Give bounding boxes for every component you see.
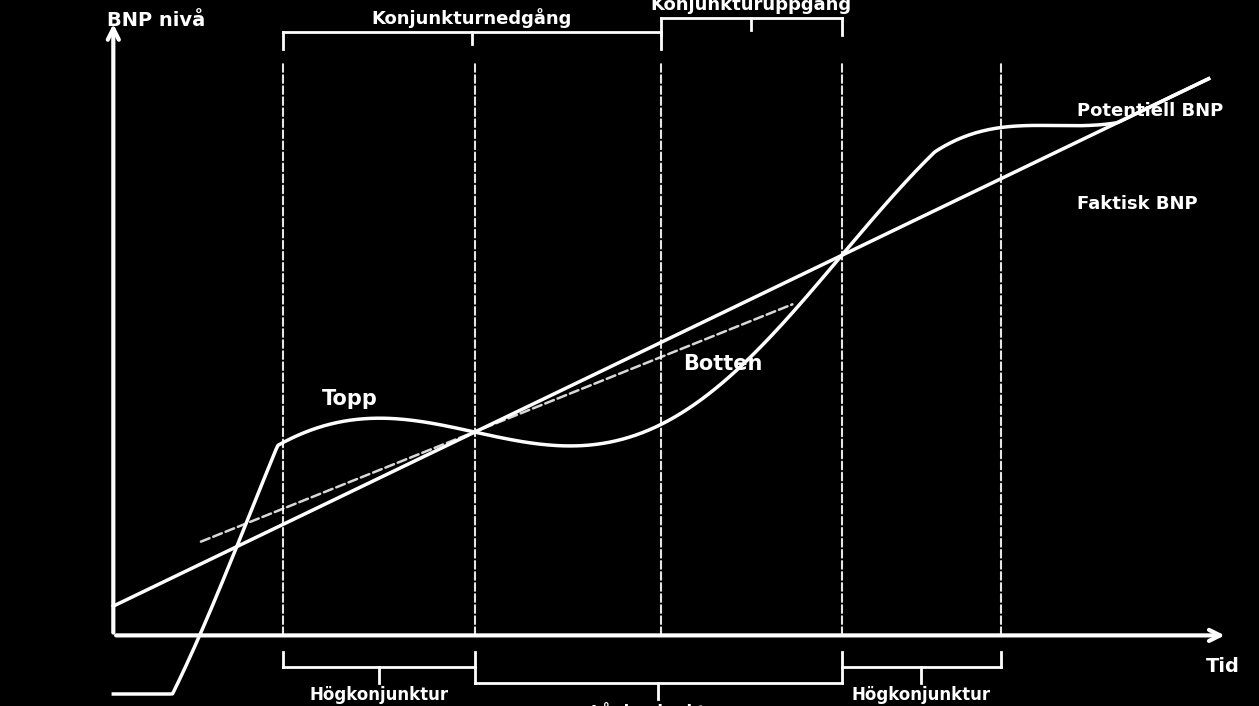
Text: Högkonjunktur: Högkonjunktur [851,686,991,704]
Text: Potentiell BNP: Potentiell BNP [1078,102,1224,120]
Text: Tid: Tid [1206,657,1240,676]
Text: Konjunkturuppgång: Konjunkturuppgång [651,0,852,14]
Text: Högkonjunktur: Högkonjunktur [310,686,448,704]
Text: Lågkonjunktur: Lågkonjunktur [590,702,726,706]
Text: Botten: Botten [682,354,762,374]
Text: BNP nivå: BNP nivå [107,11,205,30]
Text: Faktisk BNP: Faktisk BNP [1078,196,1197,213]
Text: Konjunkturnedgång: Konjunkturnedgång [371,8,573,28]
Text: Topp: Topp [321,388,378,409]
